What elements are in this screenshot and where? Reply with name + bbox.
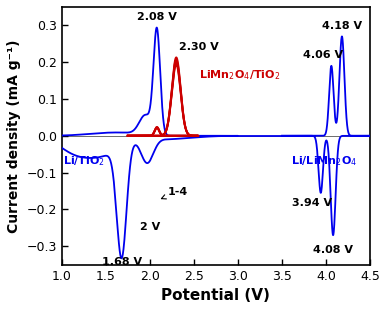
Text: 2.08 V: 2.08 V — [137, 12, 177, 22]
Text: 4.06 V: 4.06 V — [303, 50, 344, 60]
Text: 4.08 V: 4.08 V — [313, 246, 353, 255]
Text: LiMn$_2$O$_4$/TiO$_2$: LiMn$_2$O$_4$/TiO$_2$ — [199, 68, 281, 82]
Text: 2 V: 2 V — [140, 222, 160, 232]
Text: 3.94 V: 3.94 V — [292, 198, 332, 208]
Text: Li/TiO$_2$: Li/TiO$_2$ — [63, 154, 106, 168]
Text: 2.30 V: 2.30 V — [179, 42, 219, 52]
Text: Li/LiMn$_2$O$_4$: Li/LiMn$_2$O$_4$ — [291, 154, 357, 168]
Text: 1-4: 1-4 — [161, 187, 188, 199]
Text: 4.18 V: 4.18 V — [322, 21, 362, 31]
Text: 1.68 V: 1.68 V — [102, 257, 142, 267]
X-axis label: Potential (V): Potential (V) — [161, 288, 271, 303]
Y-axis label: Current density (mA g⁻¹): Current density (mA g⁻¹) — [7, 39, 21, 232]
